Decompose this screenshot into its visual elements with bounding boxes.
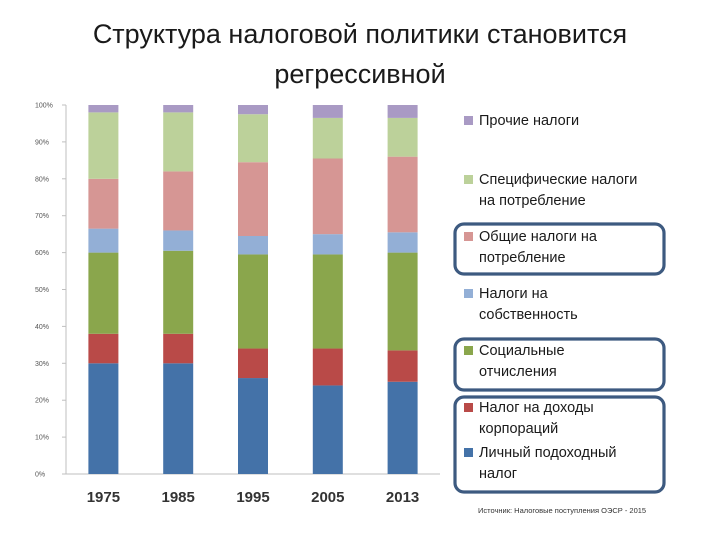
- bar-segment-1985-3: [163, 230, 194, 251]
- bar-segment-1995-0: [238, 378, 268, 474]
- legend-swatch: [464, 448, 473, 457]
- bar-segment-2005-2: [312, 254, 343, 349]
- x-tick-label: 2013: [386, 489, 419, 506]
- legend-label: налог: [479, 466, 517, 482]
- legend-label: потребление: [479, 250, 566, 266]
- page-title: Структура налоговой политики становится …: [92, 19, 628, 89]
- legend-swatch: [464, 232, 473, 241]
- legend-label: собственность: [479, 307, 578, 323]
- legend-highlight-frame: [453, 222, 666, 276]
- bar-segment-1995-6: [238, 105, 268, 115]
- legend-label: корпораций: [479, 421, 558, 437]
- y-tick-label: 60%: [35, 250, 49, 257]
- bar-segment-2013-1: [387, 350, 418, 382]
- plot-area: 0% 10% 20% 30% 40% 50% 60% 70% 80% 90% 100% 1975 198…: [35, 103, 440, 506]
- bar-segment-1985-0: [163, 363, 194, 474]
- legend-highlight-frame: [453, 395, 666, 494]
- legend-swatch: [464, 403, 473, 412]
- bar-segment-1985-1: [163, 333, 194, 364]
- bar-segment-2005-1: [312, 348, 343, 386]
- legend: Прочие налоги Специфические налоги на потр…: [453, 113, 666, 494]
- bar-segment-2013-0: [387, 381, 418, 474]
- bar-segment-1985-2: [163, 250, 194, 334]
- bar-segment-1995-2: [238, 254, 268, 349]
- y-tick-label: 70%: [35, 213, 49, 220]
- x-tick-label: 1995: [236, 489, 269, 506]
- y-tick-label: 30%: [35, 361, 49, 368]
- legend-label: Прочие налоги: [479, 113, 579, 129]
- bar-segment-1995-1: [238, 348, 268, 379]
- y-tick-label: 100%: [35, 103, 53, 110]
- legend-swatch: [464, 346, 473, 355]
- bar-segment-1975-1: [88, 333, 119, 364]
- bar-segment-1995-5: [238, 114, 268, 163]
- y-tick-label: 90%: [35, 139, 49, 146]
- bar-segment-1975-3: [88, 228, 119, 253]
- legend-label: Социальные: [479, 343, 565, 359]
- bar-segment-1975-6: [88, 105, 119, 113]
- y-tick-label: 80%: [35, 176, 49, 183]
- y-tick-label: 20%: [35, 398, 49, 405]
- x-tick-label: 1975: [87, 489, 120, 506]
- y-tick-label: 10%: [35, 435, 49, 442]
- bar-segment-1995-4: [238, 162, 268, 236]
- bar-segment-2005-4: [312, 158, 343, 235]
- bar-segment-2005-0: [312, 385, 343, 474]
- legend-label: на потребление: [479, 193, 586, 209]
- legend-highlight-frame: [453, 337, 666, 392]
- bar-segment-1975-4: [88, 178, 119, 229]
- legend-label: Налоги на: [479, 286, 549, 302]
- bar-segment-2013-6: [387, 105, 418, 118]
- y-tick-label: 50%: [35, 287, 49, 294]
- bar-segment-1985-6: [163, 105, 194, 113]
- legend-swatch: [464, 116, 473, 125]
- bar-segment-2005-5: [312, 117, 343, 159]
- bar-segment-1975-5: [88, 112, 119, 179]
- bar-segment-2013-2: [387, 252, 418, 351]
- bar-segment-2013-4: [387, 156, 418, 233]
- legend-swatch: [464, 289, 473, 298]
- bar-segment-1985-4: [163, 171, 194, 231]
- bar-segment-2013-5: [387, 117, 418, 157]
- legend-label: Налог на доходы: [479, 400, 594, 416]
- legend-swatch: [464, 175, 473, 184]
- legend-label: отчисления: [479, 364, 557, 380]
- y-tick-label: 40%: [35, 324, 49, 331]
- x-tick-label: 2005: [311, 489, 344, 506]
- bar-segment-1975-2: [88, 252, 119, 334]
- legend-label: Личный подоходный: [479, 445, 617, 461]
- bar-segment-2005-6: [312, 105, 343, 118]
- legend-label: Специфические налоги: [479, 172, 637, 188]
- x-tick-label: 1985: [162, 489, 195, 506]
- source-note: Источник: Налоговые поступления ОЭСР - 2…: [478, 506, 647, 515]
- bar-segment-1985-5: [163, 112, 194, 172]
- bar-segment-1995-3: [238, 235, 268, 255]
- bar-segment-1975-0: [88, 363, 119, 474]
- y-tick-label: 0%: [35, 472, 45, 479]
- bar-segment-2013-3: [387, 232, 418, 253]
- bar-segment-2005-3: [312, 234, 343, 255]
- legend-label: Общие налоги на: [479, 229, 598, 245]
